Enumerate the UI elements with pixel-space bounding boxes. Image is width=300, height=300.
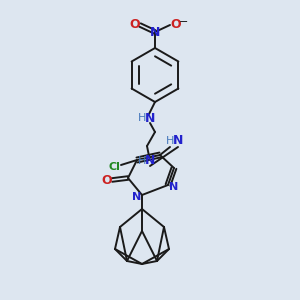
Text: N: N (145, 112, 155, 124)
Text: −: − (179, 17, 189, 27)
Text: N: N (132, 192, 142, 202)
Text: N: N (145, 154, 155, 167)
Text: H: H (138, 156, 146, 166)
Text: H: H (166, 136, 174, 146)
Text: O: O (130, 19, 140, 32)
Text: N: N (150, 26, 160, 38)
Text: H: H (138, 113, 146, 123)
Text: O: O (102, 173, 112, 187)
Text: N: N (169, 182, 178, 192)
Text: Cl: Cl (108, 162, 120, 172)
Text: N: N (173, 134, 183, 148)
Text: O: O (171, 19, 181, 32)
